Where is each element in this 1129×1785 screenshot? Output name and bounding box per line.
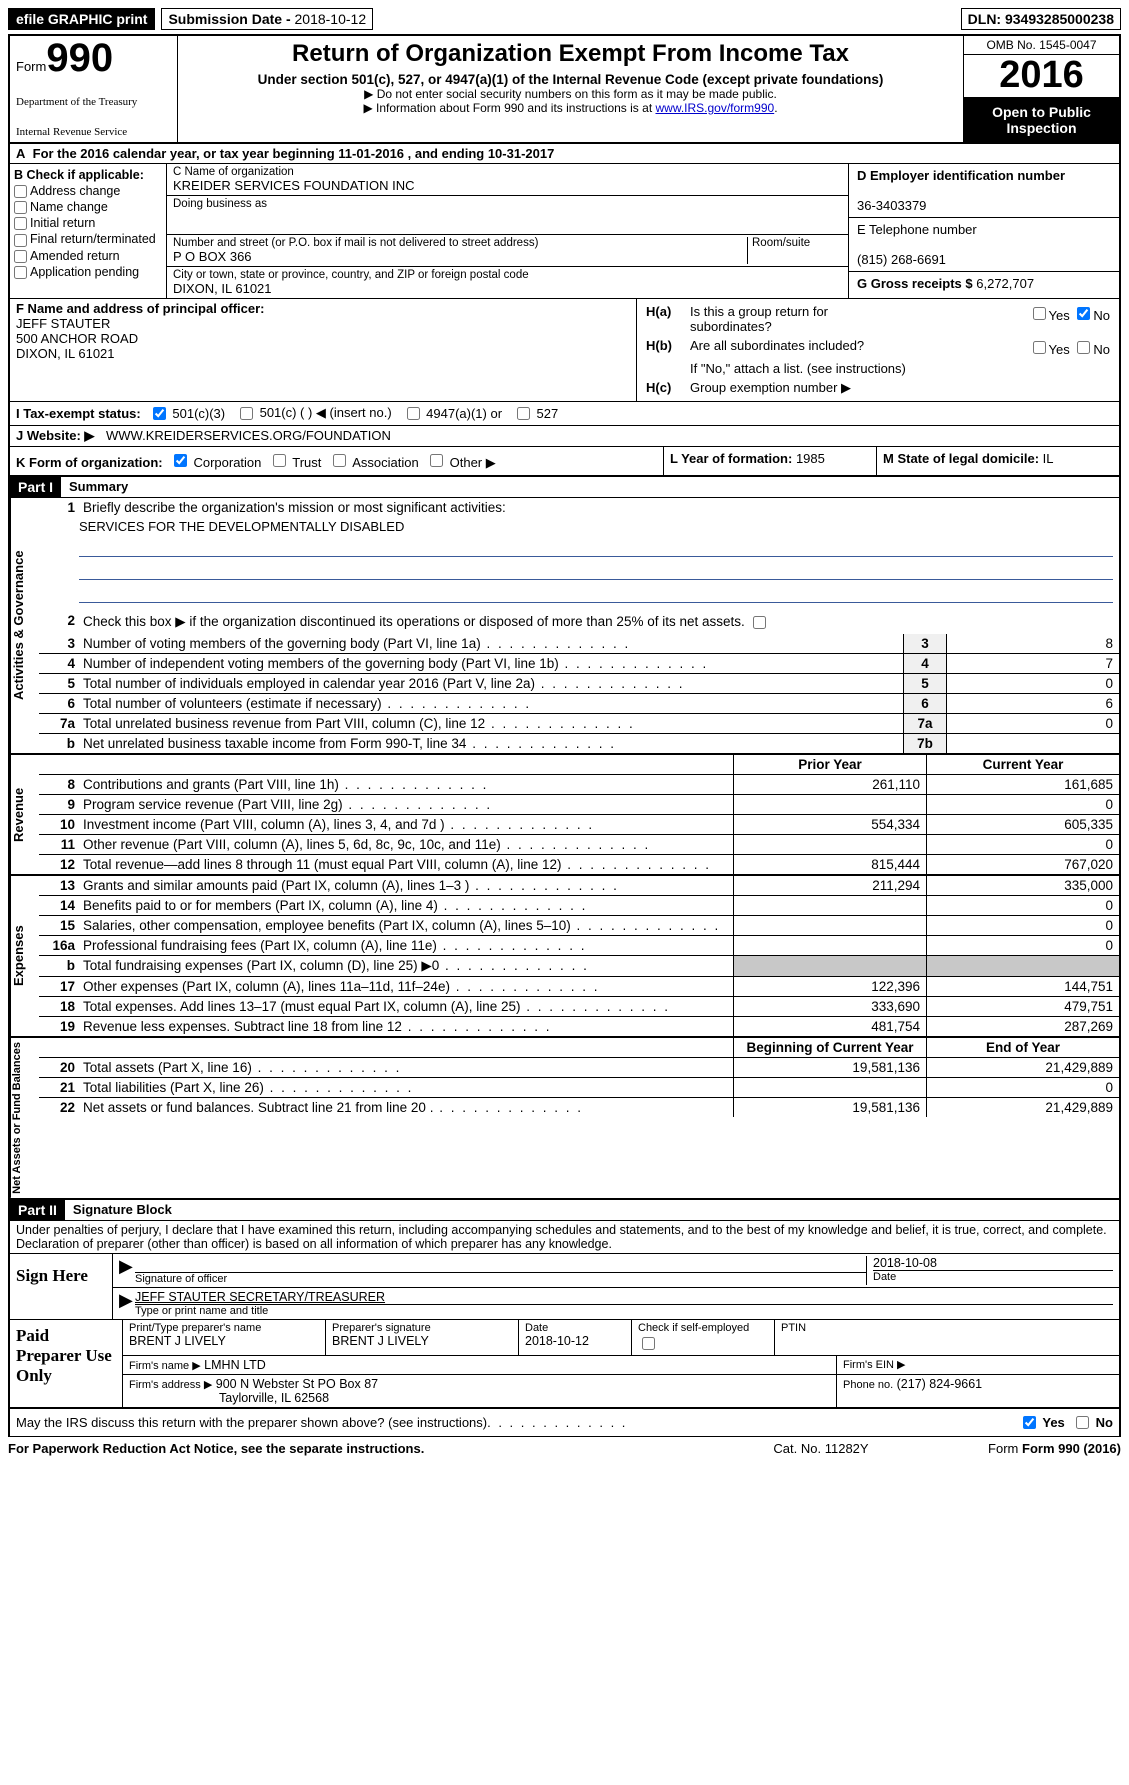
chk-hb-yes[interactable] <box>1033 341 1046 354</box>
part2-header: Part II Signature Block <box>8 1200 1121 1221</box>
chk-self-emp[interactable] <box>642 1337 655 1350</box>
col-K: K Form of organization: Corporation Trus… <box>10 447 664 475</box>
gov-row: 5Total number of individuals employed in… <box>39 674 1119 694</box>
form-title-block: Return of Organization Exempt From Incom… <box>178 36 964 142</box>
col-F: F Name and address of principal officer:… <box>10 299 637 401</box>
rev-row: 10Investment income (Part VIII, column (… <box>39 815 1119 835</box>
summary-expenses: Expenses 13Grants and similar amounts pa… <box>8 876 1121 1038</box>
col-D: D Employer identification number 36-3403… <box>849 164 1119 298</box>
col-M: M State of legal domicile: IL <box>877 447 1119 475</box>
chk-other[interactable] <box>430 454 443 467</box>
chk-initial[interactable] <box>14 217 27 230</box>
chk-discuss-yes[interactable] <box>1023 1416 1036 1429</box>
rev-row: 9Program service revenue (Part VIII, lin… <box>39 795 1119 815</box>
summary-net: Net Assets or Fund Balances Beginning of… <box>8 1038 1121 1200</box>
chk-name[interactable] <box>14 201 27 214</box>
submission-date: Submission Date - 2018-10-12 <box>161 8 373 30</box>
col-B: B Check if applicable: Address change Na… <box>10 164 167 298</box>
irs-link[interactable]: www.IRS.gov/form990 <box>655 101 774 115</box>
rev-row: 8Contributions and grants (Part VIII, li… <box>39 775 1119 795</box>
gov-row: 6Total number of volunteers (estimate if… <box>39 694 1119 714</box>
chk-trust[interactable] <box>273 454 286 467</box>
chk-527[interactable] <box>517 407 530 420</box>
chk-amended[interactable] <box>14 250 27 263</box>
net-row: 21Total liabilities (Part X, line 26)0 <box>39 1078 1119 1098</box>
signature-block: Under penalties of perjury, I declare th… <box>8 1221 1121 1320</box>
exp-row: 15Salaries, other compensation, employee… <box>39 916 1119 936</box>
chk-ha-yes[interactable] <box>1033 307 1046 320</box>
net-row: 22Net assets or fund balances. Subtract … <box>39 1098 1119 1117</box>
col-L: L Year of formation: 1985 <box>664 447 877 475</box>
exp-row: 19Revenue less expenses. Subtract line 1… <box>39 1017 1119 1036</box>
summary-revenue: Revenue Prior Year Current Year 8Contrib… <box>8 755 1121 876</box>
gov-row: 3Number of voting members of the governi… <box>39 634 1119 654</box>
row-I: I Tax-exempt status: 501(c)(3) 501(c) ( … <box>8 402 1121 426</box>
footer: For Paperwork Reduction Act Notice, see … <box>8 1437 1121 1460</box>
chk-4947[interactable] <box>407 407 420 420</box>
efile-button[interactable]: efile GRAPHIC print <box>8 8 155 30</box>
exp-row: 13Grants and similar amounts paid (Part … <box>39 876 1119 896</box>
section-BCD: B Check if applicable: Address change Na… <box>8 164 1121 299</box>
exp-row: bTotal fundraising expenses (Part IX, co… <box>39 956 1119 977</box>
chk-line2[interactable] <box>753 616 766 629</box>
arrow-icon: ▶ <box>119 1290 135 1317</box>
gov-row: bNet unrelated business taxable income f… <box>39 734 1119 753</box>
section-FH: F Name and address of principal officer:… <box>8 299 1121 402</box>
dln: DLN: 93493285000238 <box>961 8 1121 30</box>
part1-header: Part I Summary <box>8 477 1121 498</box>
mission-block: SERVICES FOR THE DEVELOPMENTALLY DISABLE… <box>39 517 1119 611</box>
gov-row: 7aTotal unrelated business revenue from … <box>39 714 1119 734</box>
chk-corp[interactable] <box>174 454 187 467</box>
discuss-row: May the IRS discuss this return with the… <box>8 1409 1121 1437</box>
form-id: Form990 Department of the Treasury Inter… <box>10 36 178 142</box>
col-C: C Name of organization KREIDER SERVICES … <box>167 164 849 298</box>
chk-pending[interactable] <box>14 266 27 279</box>
gov-row: 4Number of independent voting members of… <box>39 654 1119 674</box>
chk-assoc[interactable] <box>333 454 346 467</box>
row-KLM: K Form of organization: Corporation Trus… <box>8 447 1121 477</box>
rev-row: 11Other revenue (Part VIII, column (A), … <box>39 835 1119 855</box>
chk-discuss-no[interactable] <box>1076 1416 1089 1429</box>
chk-501c3[interactable] <box>153 407 166 420</box>
summary-governance: Activities & Governance 1 Briefly descri… <box>8 498 1121 755</box>
exp-row: 14Benefits paid to or for members (Part … <box>39 896 1119 916</box>
col-H: H(a) Is this a group return forsubordina… <box>637 299 1119 401</box>
chk-501c[interactable] <box>240 407 253 420</box>
chk-hb-no[interactable] <box>1077 341 1090 354</box>
preparer-block: Paid Preparer Use Only Print/Type prepar… <box>8 1320 1121 1409</box>
arrow-icon: ▶ <box>119 1256 135 1285</box>
chk-final[interactable] <box>14 234 27 247</box>
exp-row: 16aProfessional fundraising fees (Part I… <box>39 936 1119 956</box>
chk-address[interactable] <box>14 185 27 198</box>
form-header: Form990 Department of the Treasury Inter… <box>8 34 1121 144</box>
exp-row: 18Total expenses. Add lines 13–17 (must … <box>39 997 1119 1017</box>
net-row: 20Total assets (Part X, line 16)19,581,1… <box>39 1058 1119 1078</box>
row-A: A For the 2016 calendar year, or tax yea… <box>8 144 1121 164</box>
year-block: OMB No. 1545-0047 2016 Open to Public In… <box>964 36 1119 142</box>
row-J: J Website: ▶ WWW.KREIDERSERVICES.ORG/FOU… <box>8 426 1121 447</box>
exp-row: 17Other expenses (Part IX, column (A), l… <box>39 977 1119 997</box>
chk-ha-no[interactable] <box>1077 307 1090 320</box>
rev-row: 12Total revenue—add lines 8 through 11 (… <box>39 855 1119 874</box>
topbar: efile GRAPHIC print Submission Date - 20… <box>8 8 1121 30</box>
